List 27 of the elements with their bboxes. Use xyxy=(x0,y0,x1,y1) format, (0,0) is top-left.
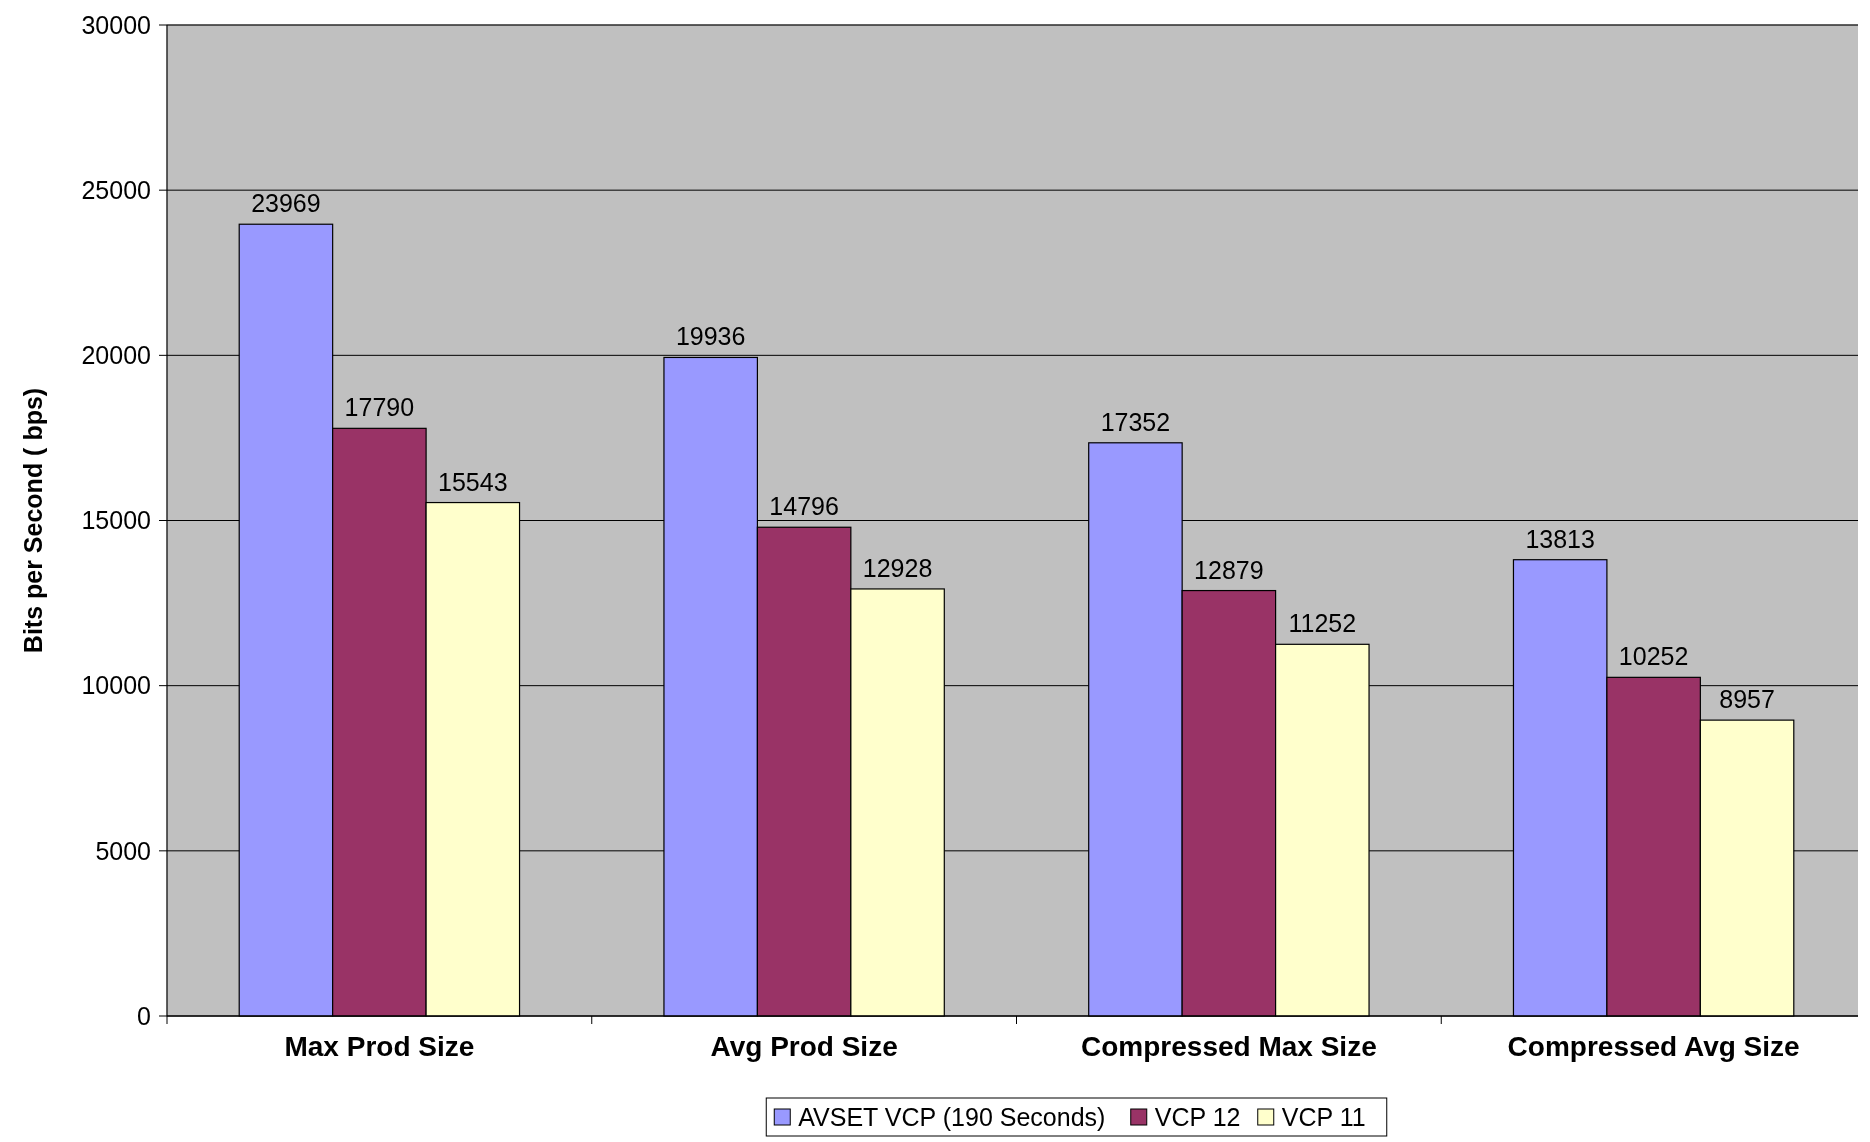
legend-label: VCP 11 xyxy=(1281,1102,1366,1131)
data-label: 12928 xyxy=(862,553,933,582)
legend-label: AVSET VCP (190 Seconds) xyxy=(798,1102,1106,1131)
y-tick-label: 10000 xyxy=(81,671,151,700)
x-tick-label: Avg Prod Size xyxy=(710,1031,898,1062)
data-label: 23969 xyxy=(251,189,321,218)
data-label: 17790 xyxy=(344,393,415,422)
data-label: 10252 xyxy=(1618,642,1689,671)
x-tick-label: Max Prod Size xyxy=(284,1031,475,1062)
y-axis-title: Bits per Second ( bps) xyxy=(19,387,47,654)
x-tick-label: Compressed Avg Size xyxy=(1507,1031,1800,1062)
legend-label: VCP 12 xyxy=(1154,1102,1241,1131)
y-tick-label: 5000 xyxy=(95,836,151,865)
data-label: 17352 xyxy=(1100,407,1171,436)
data-label: 13813 xyxy=(1525,524,1595,553)
y-tick-label: 15000 xyxy=(81,506,151,535)
data-label: 11252 xyxy=(1288,609,1357,638)
y-tick-label: 20000 xyxy=(81,341,151,370)
data-label: 8957 xyxy=(1719,685,1775,714)
y-tick-label: 25000 xyxy=(81,175,151,204)
data-label: 15543 xyxy=(438,467,508,496)
y-tick-label: 0 xyxy=(137,1001,151,1030)
data-label: 14796 xyxy=(769,492,839,521)
y-tick-label: 30000 xyxy=(81,10,151,39)
data-label: 19936 xyxy=(675,322,746,351)
x-tick-label: Compressed Max Size xyxy=(1081,1031,1377,1062)
data-label: 12879 xyxy=(1194,555,1264,584)
